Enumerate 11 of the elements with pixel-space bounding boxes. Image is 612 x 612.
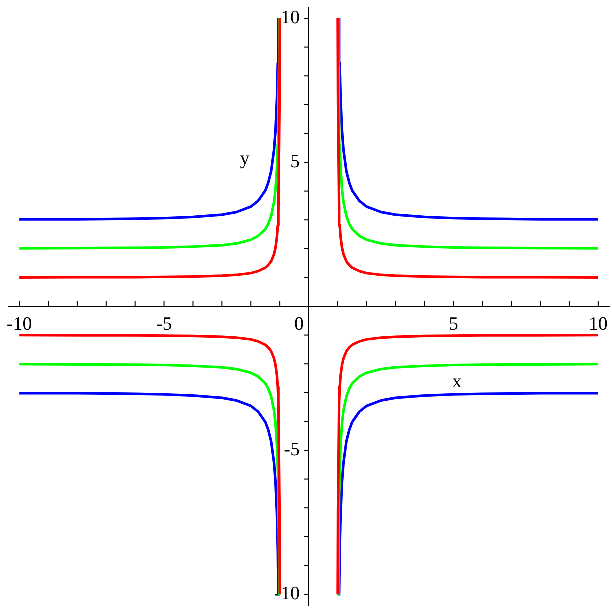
y-tick-label: -10 [274,583,300,604]
y-axis-title: y [240,148,250,170]
y-tick-label: 5 [290,151,300,172]
x-axis-title: x [452,371,462,392]
x-tick-label: 10 [588,314,608,335]
y-tick-label: -5 [284,439,300,460]
y-tick-label: 10 [281,8,300,29]
x-tick-label: -10 [6,314,32,335]
x-tick-label: 0 [294,314,304,335]
x-tick-label: -5 [156,314,172,335]
x-tick-label: 5 [448,314,458,335]
